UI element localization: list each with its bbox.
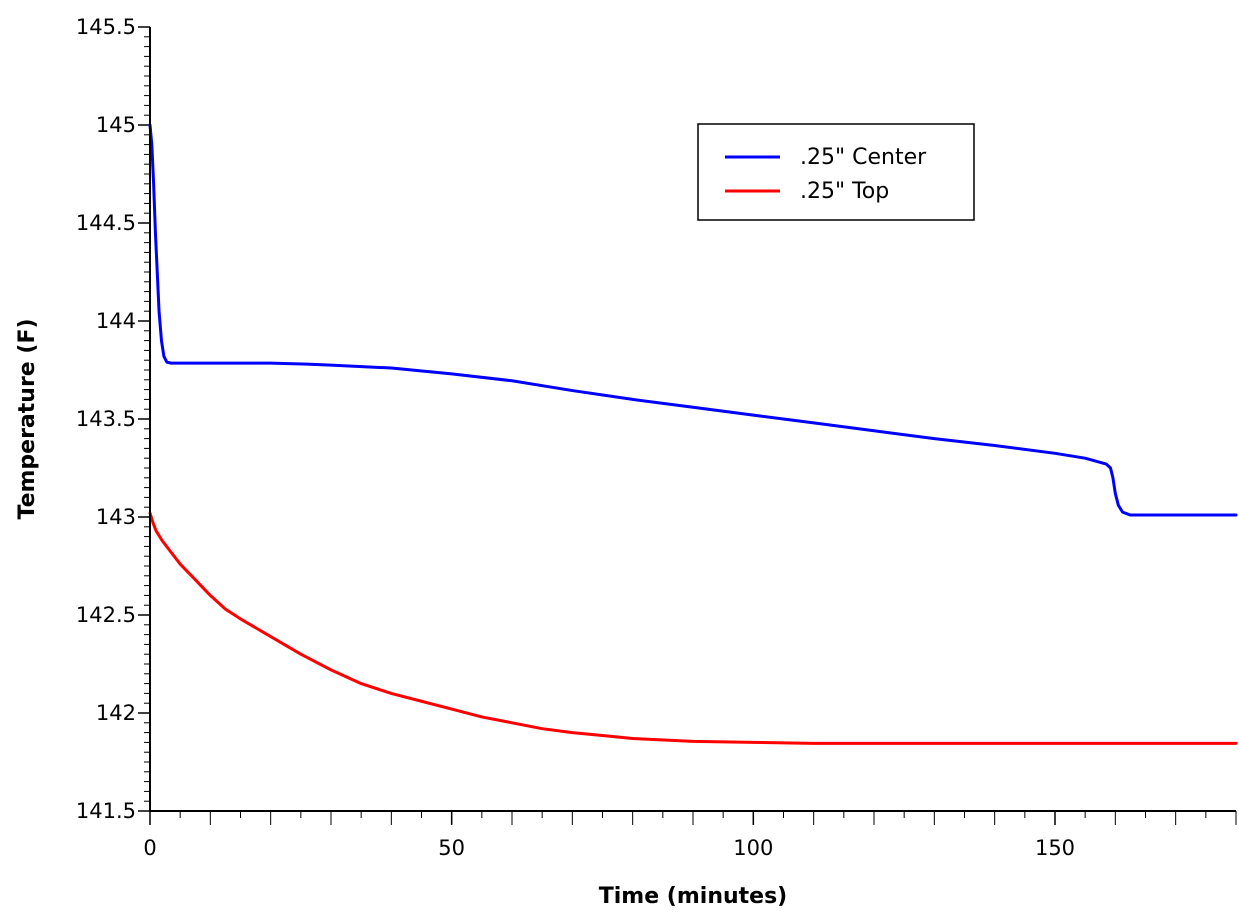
y-tick-label: 144	[96, 309, 136, 333]
y-axis-title: Temperature (F)	[15, 318, 40, 519]
y-tick-label: 141.5	[76, 799, 136, 823]
major-ticks	[138, 26, 1056, 825]
series-line-top	[148, 511, 1238, 745]
series-layer	[148, 123, 1238, 745]
x-tick-label: 150	[1035, 836, 1075, 860]
y-tick-label: 142	[96, 701, 136, 725]
minor-ticks	[144, 26, 1237, 825]
y-tick-label: 145.5	[76, 15, 136, 39]
x-tick-label: 0	[143, 836, 156, 860]
legend: .25" Center .25" Top	[697, 123, 975, 221]
y-tick-label: 142.5	[76, 603, 136, 627]
y-tick-label: 143.5	[76, 407, 136, 431]
y-tick-label: 144.5	[76, 211, 136, 235]
y-tick-label: 145	[96, 113, 136, 137]
legend-label-center: .25" Center	[800, 145, 927, 170]
legend-box	[697, 123, 975, 221]
tick-labels: 141.5 142 142.5 143 143.5 144 144.5 145 145.5 0 50…	[76, 15, 1075, 860]
x-tick-label: 50	[438, 836, 465, 860]
x-axis-title: Time (minutes)	[599, 884, 787, 909]
legend-label-top: .25" Top	[800, 179, 889, 204]
series-line-center	[148, 123, 1238, 517]
y-tick-label: 143	[96, 505, 136, 529]
x-tick-label: 100	[733, 836, 773, 860]
